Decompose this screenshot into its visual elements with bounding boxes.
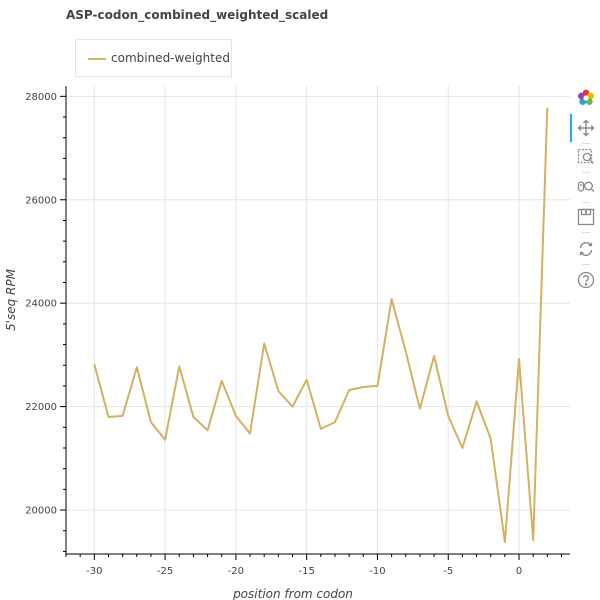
x-tick-label: 0 [516, 566, 522, 577]
chart-toolbar [570, 86, 600, 296]
x-tick-label: -5 [443, 566, 453, 577]
box-zoom-icon[interactable] [577, 148, 595, 166]
legend-swatch [88, 58, 106, 60]
x-tick-label: -20 [228, 566, 244, 577]
x-tick-label: -25 [157, 566, 173, 577]
save-icon[interactable] [577, 208, 595, 226]
y-tick-label: 26000 [25, 195, 57, 206]
x-tick-label: -30 [86, 566, 102, 577]
y-axis-label: 5'seq RPM [4, 268, 18, 331]
toolbar-separator [582, 202, 590, 203]
y-tick-label: 24000 [25, 299, 57, 310]
y-tick-label: 28000 [25, 92, 57, 103]
reset-icon[interactable] [577, 240, 595, 258]
legend: combined-weighted [75, 39, 232, 77]
bokeh-logo-icon[interactable] [577, 89, 595, 107]
x-tick-label: -10 [369, 566, 385, 577]
pan-icon[interactable] [577, 119, 595, 137]
toolbar-separator [582, 172, 590, 173]
help-icon[interactable] [577, 271, 595, 289]
chart-title: ASP-codon_combined_weighted_scaled [66, 8, 329, 22]
toolbar-separator [582, 143, 590, 144]
legend-label: combined-weighted [111, 51, 230, 65]
toolbar-separator [582, 232, 590, 233]
series-line-combined-weighted [93, 107, 549, 544]
wheel-zoom-icon[interactable] [577, 178, 595, 196]
toolbar-separator [582, 264, 590, 265]
y-tick-label: 20000 [25, 506, 57, 517]
x-tick-label: -15 [299, 566, 315, 577]
y-tick-label: 22000 [25, 402, 57, 413]
active-tool-indicator [570, 114, 572, 142]
x-axis-label: position from codon [232, 587, 353, 600]
